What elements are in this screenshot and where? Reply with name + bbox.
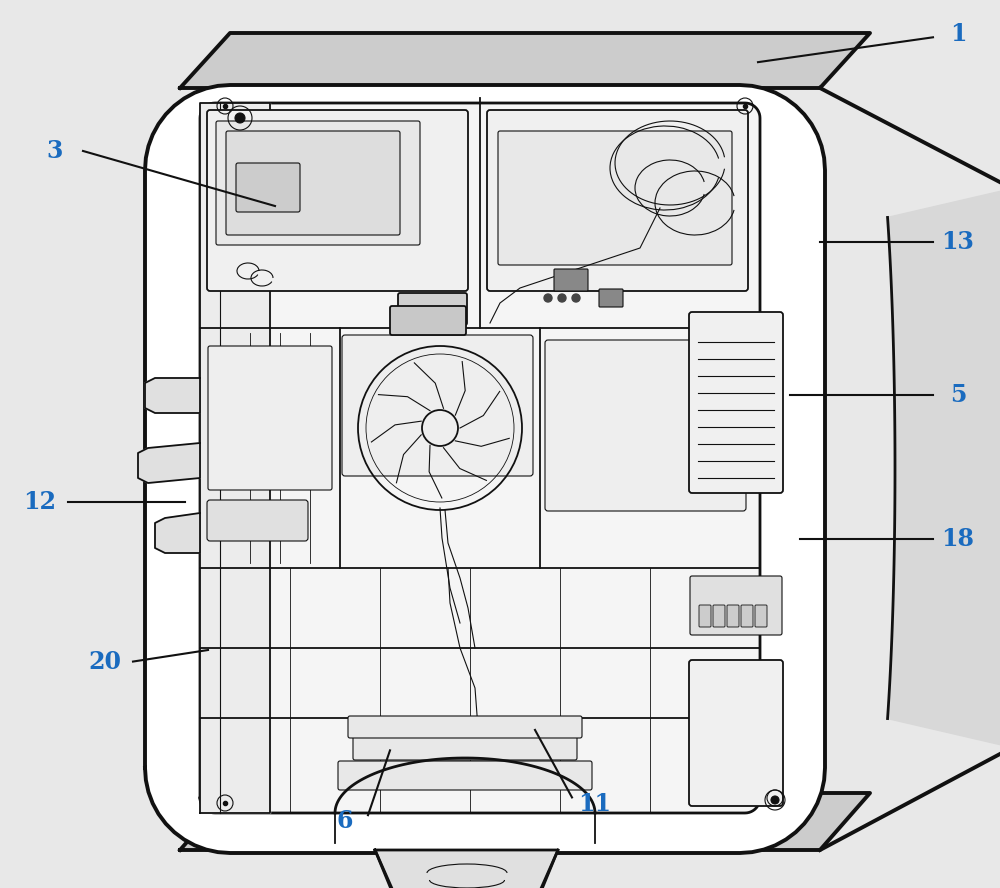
Circle shape bbox=[558, 294, 566, 302]
FancyBboxPatch shape bbox=[342, 335, 533, 476]
Polygon shape bbox=[200, 103, 760, 813]
FancyBboxPatch shape bbox=[353, 731, 577, 760]
Text: 6: 6 bbox=[337, 809, 353, 834]
Polygon shape bbox=[180, 33, 870, 88]
Polygon shape bbox=[138, 443, 200, 483]
FancyBboxPatch shape bbox=[690, 576, 782, 635]
Polygon shape bbox=[145, 378, 200, 413]
Text: 18: 18 bbox=[942, 527, 974, 551]
Polygon shape bbox=[145, 85, 825, 853]
Text: 5: 5 bbox=[950, 383, 966, 408]
FancyBboxPatch shape bbox=[554, 269, 588, 291]
Circle shape bbox=[572, 294, 580, 302]
Text: 3: 3 bbox=[47, 139, 63, 163]
Circle shape bbox=[771, 796, 779, 804]
Text: 12: 12 bbox=[24, 489, 56, 514]
Polygon shape bbox=[200, 103, 270, 813]
FancyBboxPatch shape bbox=[348, 716, 582, 738]
FancyBboxPatch shape bbox=[755, 605, 767, 627]
FancyBboxPatch shape bbox=[487, 110, 748, 291]
Polygon shape bbox=[180, 793, 870, 850]
FancyBboxPatch shape bbox=[699, 605, 711, 627]
FancyBboxPatch shape bbox=[236, 163, 300, 212]
Polygon shape bbox=[375, 850, 558, 888]
FancyBboxPatch shape bbox=[390, 306, 466, 335]
FancyBboxPatch shape bbox=[226, 131, 400, 235]
Text: 20: 20 bbox=[88, 649, 122, 674]
FancyBboxPatch shape bbox=[216, 121, 420, 245]
FancyBboxPatch shape bbox=[208, 346, 332, 490]
FancyBboxPatch shape bbox=[207, 110, 468, 291]
Text: 11: 11 bbox=[578, 791, 612, 816]
Circle shape bbox=[544, 294, 552, 302]
FancyBboxPatch shape bbox=[713, 605, 725, 627]
Polygon shape bbox=[195, 98, 780, 818]
FancyBboxPatch shape bbox=[207, 500, 308, 541]
FancyBboxPatch shape bbox=[741, 605, 753, 627]
FancyBboxPatch shape bbox=[398, 293, 467, 325]
FancyBboxPatch shape bbox=[498, 131, 732, 265]
FancyBboxPatch shape bbox=[727, 605, 739, 627]
FancyBboxPatch shape bbox=[689, 312, 783, 493]
Text: 1: 1 bbox=[950, 21, 966, 46]
Polygon shape bbox=[155, 513, 200, 553]
Circle shape bbox=[235, 113, 245, 123]
FancyBboxPatch shape bbox=[338, 761, 592, 790]
FancyBboxPatch shape bbox=[599, 289, 623, 307]
FancyBboxPatch shape bbox=[689, 660, 783, 806]
FancyBboxPatch shape bbox=[545, 340, 746, 511]
Text: 13: 13 bbox=[942, 229, 974, 254]
Polygon shape bbox=[888, 188, 1000, 748]
